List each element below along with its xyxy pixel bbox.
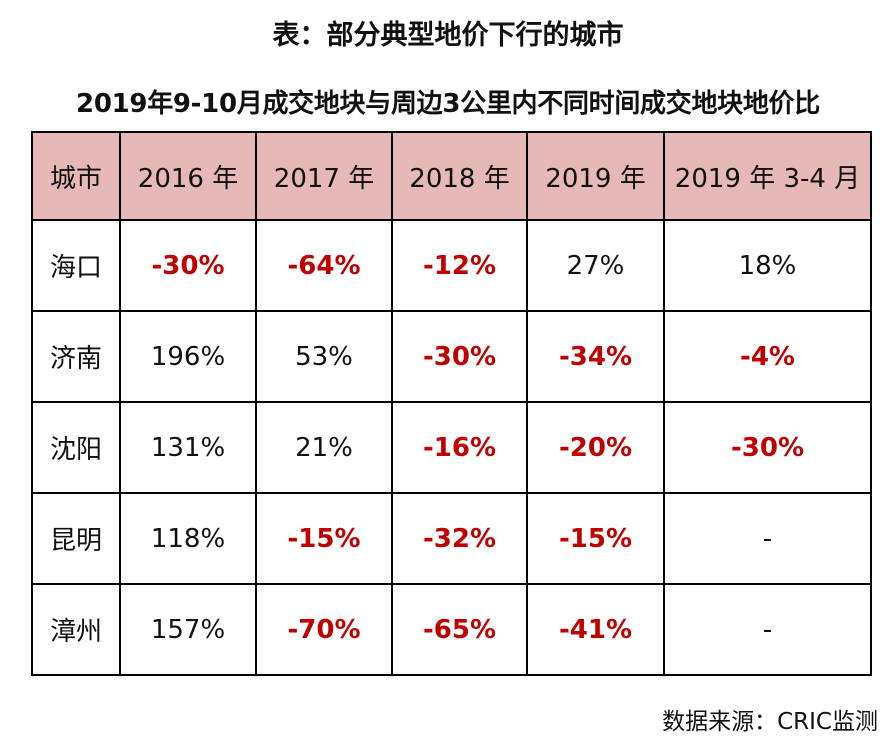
value-cell: 18% (663, 219, 872, 312)
value-cell: -32% (391, 492, 528, 585)
value-cell: -30% (391, 310, 528, 403)
city-cell: 昆明 (31, 492, 121, 585)
value-cell: -30% (663, 401, 872, 494)
value-cell: -16% (391, 401, 528, 494)
table-row: 济南 196% 53% -30% -34% -4% (31, 310, 872, 403)
value-cell: -15% (526, 492, 665, 585)
city-cell: 沈阳 (31, 401, 121, 494)
value-cell: -30% (119, 219, 257, 312)
source-note: 数据来源：CRIC监测 (662, 709, 878, 735)
value-cell: - (663, 492, 872, 585)
value-cell: 53% (255, 310, 393, 403)
header-2019: 2019 年 (526, 131, 665, 221)
value-cell: -34% (526, 310, 665, 403)
header-2018: 2018 年 (391, 131, 528, 221)
header-2016: 2016 年 (119, 131, 257, 221)
value-cell: -65% (391, 583, 528, 676)
land-price-table: 城市 2016 年 2017 年 2018 年 2019 年 2019 年 3-… (31, 131, 872, 676)
value-cell: 27% (526, 219, 665, 312)
page-title: 表：部分典型地价下行的城市 (272, 20, 624, 51)
value-cell: 196% (119, 310, 257, 403)
value-cell: -64% (255, 219, 393, 312)
value-cell: -12% (391, 219, 528, 312)
city-cell: 海口 (31, 219, 121, 312)
table-row: 海口 -30% -64% -12% 27% 18% (31, 219, 872, 312)
value-cell: 118% (119, 492, 257, 585)
value-cell: - (663, 583, 872, 676)
value-cell: -20% (526, 401, 665, 494)
table-row: 昆明 118% -15% -32% -15% - (31, 492, 872, 585)
table-row: 沈阳 131% 21% -16% -20% -30% (31, 401, 872, 494)
header-2019-mar-apr: 2019 年 3-4 月 (663, 131, 872, 221)
value-cell: 157% (119, 583, 257, 676)
header-2017: 2017 年 (255, 131, 393, 221)
table-subtitle: 2019年9-10月成交地块与周边3公里内不同时间成交地块地价比 (76, 89, 820, 119)
table-row: 漳州 157% -70% -65% -41% - (31, 583, 872, 676)
header-city: 城市 (31, 131, 121, 221)
table-header-row: 城市 2016 年 2017 年 2018 年 2019 年 2019 年 3-… (31, 131, 872, 221)
city-cell: 漳州 (31, 583, 121, 676)
city-cell: 济南 (31, 310, 121, 403)
value-cell: 131% (119, 401, 257, 494)
value-cell: 21% (255, 401, 393, 494)
value-cell: -41% (526, 583, 665, 676)
value-cell: -70% (255, 583, 393, 676)
value-cell: -15% (255, 492, 393, 585)
value-cell: -4% (663, 310, 872, 403)
